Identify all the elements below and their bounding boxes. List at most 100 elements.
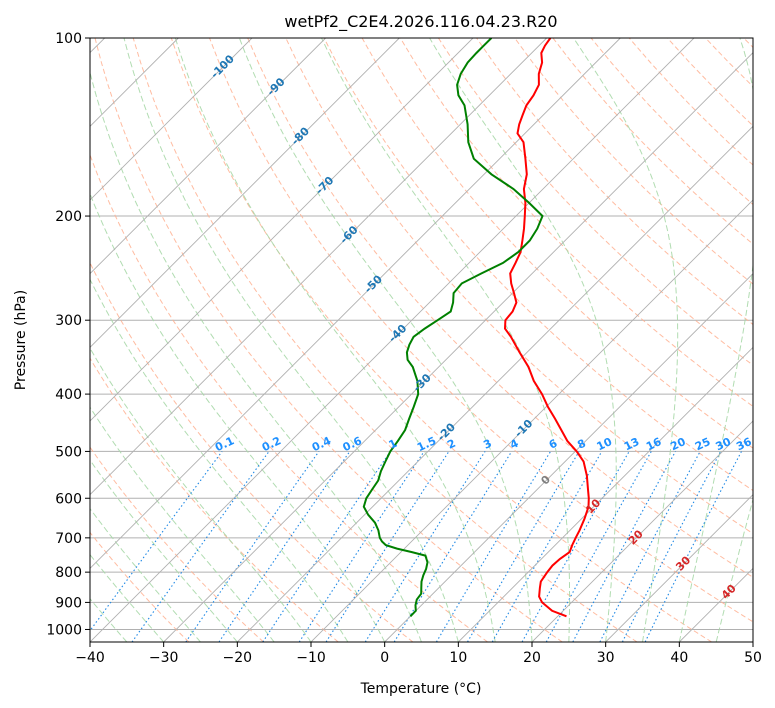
moist-adiabat (90, 347, 312, 642)
y-axis-ticks: 100 200 300 400 500 600 700 800 900 1000 (46, 31, 90, 638)
mixing-ratio-label: 13 (622, 435, 641, 453)
dry-adiabat (90, 446, 264, 642)
mixing-ratio-line (572, 451, 676, 642)
mixing-ratio-label: 16 (644, 435, 664, 453)
isotherm (752, 641, 753, 642)
moist-adiabat (123, 38, 459, 642)
dry-adiabat (90, 531, 190, 642)
moist-adiabat (752, 640, 753, 642)
mixing-ratio-label: 6 (547, 437, 560, 452)
y-tick-label: 600 (55, 491, 82, 507)
moist-adiabat (90, 598, 128, 642)
isotherm-label: -40 (386, 322, 409, 345)
dry-adiabat (323, 38, 753, 492)
x-axis-ticks: −40 −30 −20 −10 0 10 20 30 40 50 (75, 642, 762, 666)
isotherms (90, 38, 753, 642)
moist-adiabat (174, 38, 496, 642)
isotherm (679, 567, 753, 642)
isotherm-label: -10 (512, 417, 535, 440)
isotherm (237, 125, 753, 642)
moist-adiabat (90, 192, 386, 642)
x-tick-label: 0 (380, 650, 389, 666)
mixing-ratio-line (90, 451, 223, 632)
mixing-ratio-label: 36 (734, 435, 754, 453)
mixing-ratio-line (185, 451, 320, 642)
isotherm-label: -30 (410, 371, 433, 394)
y-tick-label: 500 (55, 444, 82, 460)
isotherm (90, 38, 547, 496)
x-tick-label: 10 (449, 650, 467, 666)
moist-adiabat (90, 70, 422, 642)
chart-title: wetPf2_C2E4.2026.116.04.23.R20 (284, 12, 557, 32)
x-tick-label: −30 (149, 650, 179, 666)
dry-adiabats (90, 38, 753, 642)
isotherm-label: 0 (538, 473, 553, 488)
isotherm (384, 273, 753, 642)
isotherm (90, 38, 695, 642)
isotherm (458, 346, 753, 642)
isopleth-labels: -100-90-80-70-60-50-40-30-20 -10010203040… (208, 52, 754, 602)
mixing-ratio-label: 25 (693, 435, 712, 453)
mixing-ratio-line (435, 451, 552, 642)
isotherm (310, 199, 753, 642)
moist-adiabat (238, 38, 533, 642)
dry-adiabat (705, 38, 753, 88)
isotherm-label: 20 (626, 527, 646, 547)
dry-adiabat (667, 38, 753, 127)
dry-adiabat (437, 38, 753, 366)
isotherm (90, 38, 621, 569)
mixing-ratio-label: 3 (481, 437, 493, 452)
dry-adiabat (90, 357, 339, 642)
isotherm-label: 30 (673, 553, 693, 573)
x-tick-label: −40 (75, 650, 105, 666)
plot-frame (89, 37, 754, 643)
y-tick-label: 300 (55, 313, 82, 329)
dewpoint-line (362, 38, 544, 618)
isotherm (605, 494, 753, 642)
isotherm (163, 52, 753, 642)
moist-adiabat (429, 38, 617, 642)
dry-adiabat (90, 261, 414, 642)
moist-adiabat (321, 38, 571, 642)
isotherm-label: -90 (264, 75, 287, 98)
mixing-ratio-line (621, 451, 722, 642)
mixing-ratio-line (325, 451, 450, 642)
mixing-ratio-line (218, 451, 351, 642)
dry-adiabat (209, 38, 753, 623)
y-tick-label: 100 (55, 31, 82, 47)
moist-adiabat (90, 278, 349, 642)
x-tick-label: 30 (597, 650, 615, 666)
isotherm-label: -80 (289, 124, 312, 147)
dry-adiabat (399, 38, 753, 408)
isotherm-label: 40 (719, 582, 739, 602)
moist-adiabat (573, 38, 679, 642)
y-axis-title: Pressure (hPa) (13, 290, 29, 390)
y-tick-label: 400 (55, 387, 82, 403)
mixing-ratio-line (298, 451, 425, 642)
y-tick-label: 200 (55, 209, 82, 225)
mixing-ratio-line (521, 451, 630, 642)
dry-adiabat (247, 38, 753, 578)
isotherm-label: -70 (313, 174, 336, 197)
x-tick-label: −10 (296, 650, 326, 666)
mixing-ratio-label: 10 (595, 435, 615, 453)
dry-adiabat (514, 38, 753, 285)
y-tick-label: 700 (55, 531, 82, 547)
moist-adiabat (90, 406, 275, 642)
moist-adiabat (678, 38, 753, 642)
dry-adiabat (132, 38, 638, 642)
x-tick-label: −20 (223, 650, 253, 666)
mixing-ratio-label: 2 (445, 437, 457, 452)
x-tick-label: 40 (670, 650, 688, 666)
dry-adiabat (90, 153, 488, 642)
y-tick-label: 800 (55, 565, 82, 581)
dry-adiabat (170, 38, 712, 642)
x-tick-label: 50 (744, 650, 762, 666)
mixing-ratio-label: 30 (714, 435, 734, 453)
isotherm-label: -50 (362, 272, 385, 295)
isotherm (90, 38, 326, 275)
moist-adiabat (715, 497, 753, 642)
mixing-ratio-line (393, 451, 513, 642)
dry-adiabat (94, 38, 563, 642)
